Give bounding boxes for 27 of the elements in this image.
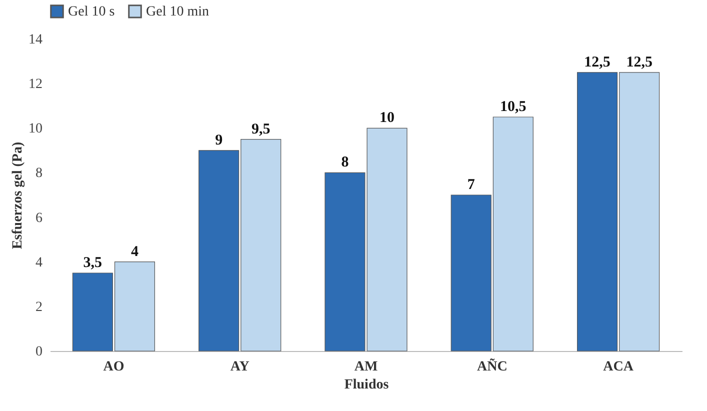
x-tick-label: AM: [354, 360, 378, 374]
y-tick-label: 12: [28, 77, 42, 92]
data-label: 4: [130, 244, 139, 260]
x-axis-title: Fluidos: [344, 378, 390, 392]
data-label: 3,5: [83, 255, 102, 271]
data-label: 12,5: [584, 54, 610, 70]
x-tick-label: ACA: [603, 360, 634, 374]
data-label: 8: [341, 154, 349, 171]
y-tick-label: 4: [36, 255, 42, 270]
data-label: 12,5: [626, 54, 652, 70]
x-tick-label: AY: [230, 360, 250, 374]
y-tick-label: 8: [36, 166, 42, 182]
y-tick-label: 10: [28, 122, 42, 137]
data-label: 7: [467, 177, 476, 193]
data-label: 10: [380, 110, 395, 126]
x-tick-label: AÑC: [476, 358, 508, 374]
legend-label: Gel 10 min: [146, 4, 209, 20]
y-tick-label: 0: [36, 344, 42, 360]
y-axis-title: Esfuerzos gel (Pa): [10, 142, 26, 250]
data-label: 10,5: [500, 99, 526, 115]
y-tick-label: 14: [28, 32, 42, 48]
data-label: 9,5: [252, 121, 270, 138]
y-tick-label: 6: [36, 210, 42, 226]
legend-label: Gel 10 s: [68, 4, 115, 20]
y-tick-label: 2: [36, 300, 42, 315]
x-tick-label: AO: [103, 360, 124, 374]
data-label: 9: [215, 132, 223, 148]
